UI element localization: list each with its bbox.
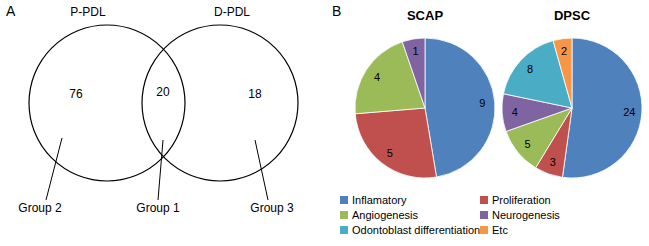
- pie-slice: [425, 38, 495, 177]
- region-count: 76: [69, 87, 83, 101]
- legend-entry: Angiogenesis: [352, 209, 419, 221]
- legend-swatch: [480, 196, 488, 204]
- legend-swatch: [340, 226, 348, 234]
- region-count: 18: [248, 87, 262, 101]
- figure: ABP-PDLD-PDL76Group 220Group 118Group 3S…: [0, 0, 649, 246]
- data-label: 9: [479, 97, 485, 109]
- data-label: 2: [561, 45, 567, 57]
- pointer-line: [46, 138, 62, 200]
- data-label: 4: [512, 106, 518, 118]
- legend-entry: Inflamatory: [352, 194, 407, 206]
- region-count: 20: [156, 85, 170, 99]
- data-label: 5: [387, 147, 393, 159]
- pie-slice: [553, 38, 572, 108]
- pie-title: SCAP: [407, 8, 443, 23]
- venn-circle: [142, 25, 298, 181]
- data-label: 3: [550, 156, 556, 168]
- legend-swatch: [480, 211, 488, 219]
- pie-slice: [503, 41, 572, 108]
- group-label: Group 3: [250, 201, 294, 215]
- data-label: 8: [527, 63, 533, 75]
- set-label: P-PDL: [70, 5, 106, 19]
- legend-entry: Odontoblast differentiation: [352, 224, 480, 236]
- legend-entry: Proliferation: [492, 194, 551, 206]
- panel-label: B: [332, 3, 341, 19]
- pointer-line: [255, 140, 268, 200]
- group-label: Group 2: [18, 201, 62, 215]
- pointer-line: [158, 140, 163, 200]
- set-label: D-PDL: [214, 5, 250, 19]
- pie-title: DPSC: [554, 8, 591, 23]
- data-label: 4: [374, 71, 380, 83]
- legend-swatch: [340, 211, 348, 219]
- pie: [502, 38, 642, 178]
- pie: [355, 38, 495, 178]
- legend-swatch: [340, 196, 348, 204]
- group-label: Group 1: [136, 201, 180, 215]
- pie-slice: [402, 38, 425, 108]
- data-label: 5: [524, 138, 530, 150]
- data-label: 1: [412, 45, 418, 57]
- data-label: 24: [623, 106, 635, 118]
- legend-entry: Neurogenesis: [492, 209, 560, 221]
- pie-slice: [562, 38, 642, 178]
- panel-label: A: [6, 3, 16, 19]
- legend-swatch: [480, 226, 488, 234]
- legend-entry: Etc: [492, 224, 508, 236]
- pie-slice: [355, 108, 436, 178]
